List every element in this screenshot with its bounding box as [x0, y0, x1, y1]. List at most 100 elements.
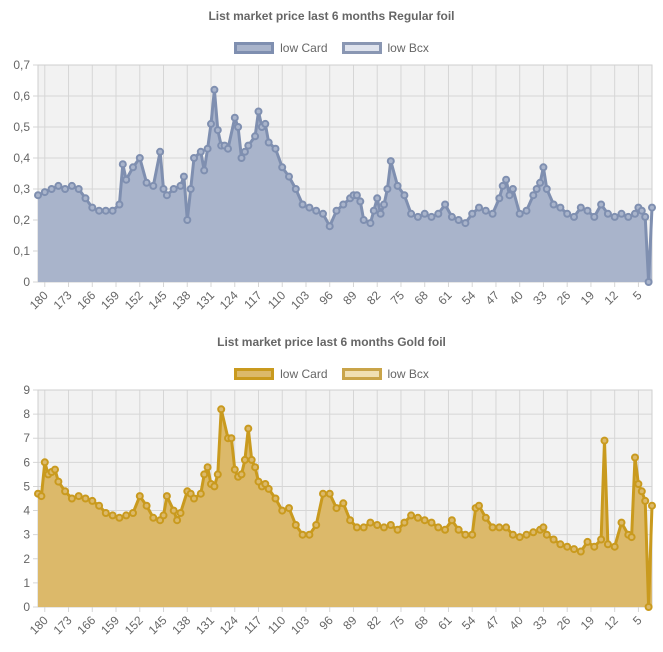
data-point[interactable]: [210, 482, 219, 491]
data-point[interactable]: [291, 521, 300, 529]
data-point[interactable]: [88, 203, 97, 212]
data-point[interactable]: [254, 107, 263, 116]
data-point[interactable]: [319, 209, 327, 218]
data-point[interactable]: [603, 540, 612, 549]
data-point[interactable]: [427, 212, 436, 221]
data-point[interactable]: [508, 185, 517, 193]
data-point[interactable]: [413, 513, 422, 522]
data-point[interactable]: [47, 185, 56, 193]
data-point[interactable]: [319, 489, 327, 498]
data-point[interactable]: [481, 513, 490, 522]
data-point[interactable]: [570, 212, 578, 221]
data-point[interactable]: [441, 200, 450, 209]
data-point[interactable]: [637, 206, 646, 215]
data-point[interactable]: [610, 212, 619, 221]
data-point[interactable]: [522, 530, 531, 539]
legend-item-low-card[interactable]: low Card: [234, 367, 328, 381]
data-point[interactable]: [74, 492, 83, 501]
data-point[interactable]: [570, 545, 578, 554]
data-point[interactable]: [359, 523, 368, 532]
data-point[interactable]: [142, 501, 151, 510]
data-point[interactable]: [196, 147, 205, 156]
data-point[interactable]: [536, 178, 545, 187]
data-point[interactable]: [542, 530, 551, 539]
data-point[interactable]: [156, 147, 165, 156]
data-point[interactable]: [498, 181, 507, 190]
data-point[interactable]: [447, 516, 456, 525]
data-point[interactable]: [481, 206, 490, 215]
data-point[interactable]: [176, 509, 185, 517]
data-point[interactable]: [34, 191, 42, 200]
data-point[interactable]: [224, 144, 232, 153]
data-point[interactable]: [247, 455, 256, 464]
data-point[interactable]: [468, 530, 477, 539]
data-point[interactable]: [441, 525, 450, 534]
data-point[interactable]: [54, 477, 63, 486]
data-point[interactable]: [407, 209, 416, 218]
data-point[interactable]: [129, 163, 137, 172]
legend-item-low-bcx[interactable]: low Bcx: [341, 41, 429, 55]
data-point[interactable]: [488, 523, 497, 532]
data-point[interactable]: [115, 200, 124, 209]
data-point[interactable]: [529, 528, 538, 537]
data-point[interactable]: [190, 154, 198, 162]
data-point[interactable]: [169, 185, 178, 193]
data-point[interactable]: [400, 191, 409, 200]
data-point[interactable]: [183, 216, 192, 224]
data-point[interactable]: [505, 191, 514, 200]
data-point[interactable]: [597, 200, 606, 209]
data-point[interactable]: [434, 209, 443, 218]
data-point[interactable]: [617, 209, 626, 218]
data-point[interactable]: [631, 453, 639, 462]
data-point[interactable]: [447, 212, 456, 221]
data-point[interactable]: [366, 518, 375, 527]
data-point[interactable]: [203, 144, 212, 153]
data-point[interactable]: [352, 191, 361, 200]
data-point[interactable]: [386, 521, 395, 529]
data-point[interactable]: [230, 113, 239, 122]
data-point[interactable]: [346, 516, 355, 525]
data-point[interactable]: [159, 185, 168, 193]
data-point[interactable]: [627, 533, 636, 542]
data-point[interactable]: [67, 494, 76, 503]
data-point[interactable]: [190, 494, 198, 503]
data-point[interactable]: [515, 209, 524, 218]
data-point[interactable]: [468, 209, 477, 218]
data-point[interactable]: [271, 494, 280, 503]
data-point[interactable]: [162, 191, 171, 200]
legend-item-low-card[interactable]: low Card: [234, 41, 328, 55]
data-point[interactable]: [162, 492, 171, 501]
data-point[interactable]: [285, 172, 293, 181]
data-point[interactable]: [298, 200, 307, 209]
data-point[interactable]: [590, 212, 599, 221]
data-point[interactable]: [81, 194, 90, 203]
data-point[interactable]: [603, 209, 612, 218]
data-point[interactable]: [332, 206, 341, 215]
data-point[interactable]: [142, 178, 151, 187]
data-point[interactable]: [563, 542, 572, 551]
data-point[interactable]: [590, 542, 599, 551]
data-point[interactable]: [305, 530, 314, 539]
data-point[interactable]: [173, 516, 182, 525]
data-point[interactable]: [234, 123, 243, 131]
data-point[interactable]: [196, 489, 205, 498]
data-point[interactable]: [244, 424, 253, 433]
data-point[interactable]: [563, 209, 572, 218]
data-point[interactable]: [312, 521, 321, 529]
data-point[interactable]: [261, 119, 270, 128]
data-point[interactable]: [369, 206, 378, 215]
data-point[interactable]: [454, 525, 463, 534]
data-point[interactable]: [298, 530, 307, 539]
data-point[interactable]: [278, 506, 287, 515]
data-point[interactable]: [200, 470, 209, 479]
data-point[interactable]: [420, 209, 429, 218]
data-point[interactable]: [576, 203, 585, 212]
data-point[interactable]: [278, 163, 287, 172]
data-point[interactable]: [461, 530, 470, 539]
data-point[interactable]: [179, 172, 188, 181]
data-point[interactable]: [251, 463, 260, 472]
data-point[interactable]: [475, 501, 483, 510]
data-point[interactable]: [207, 119, 215, 128]
data-point[interactable]: [240, 455, 249, 464]
data-point[interactable]: [149, 513, 158, 522]
